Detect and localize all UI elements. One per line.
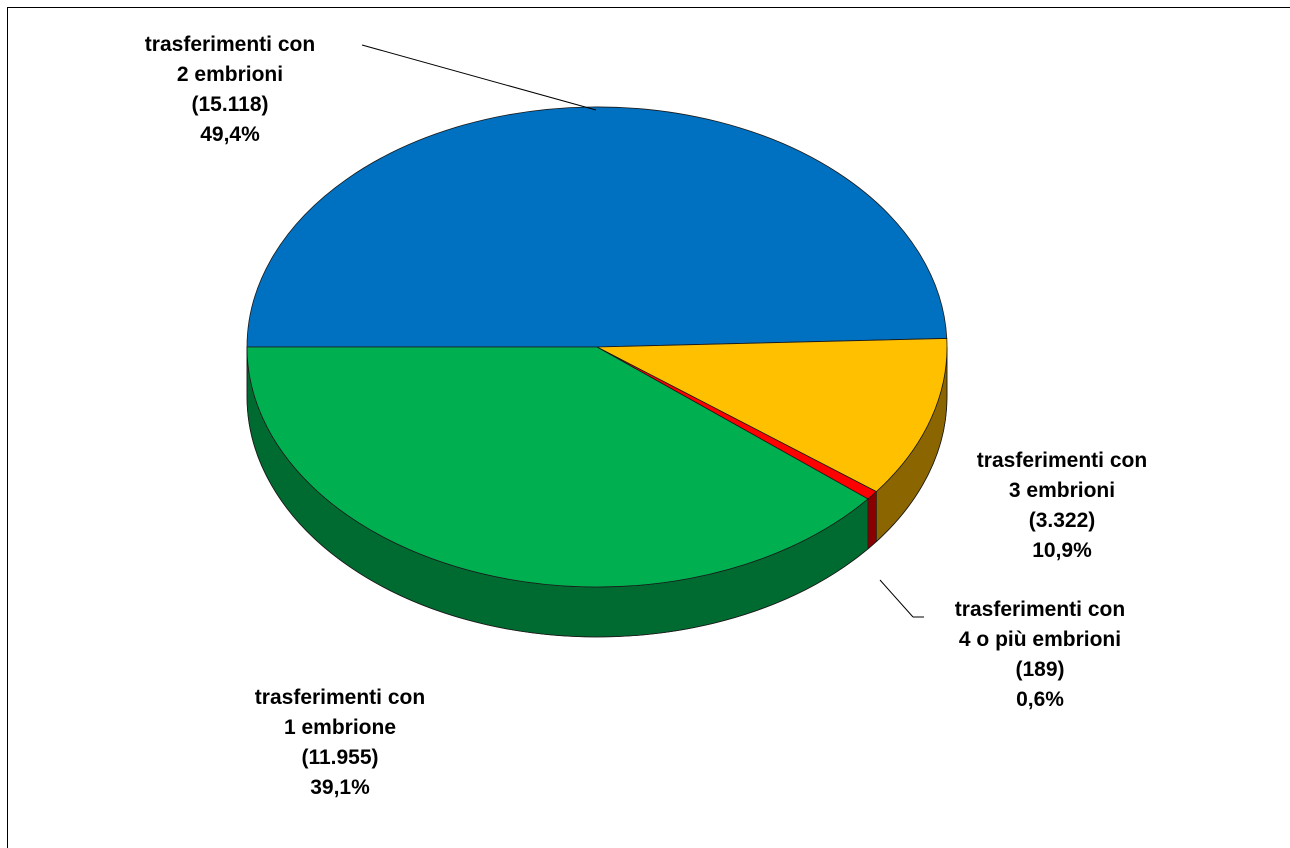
label-3-embrioni-percent: 10,9% bbox=[1032, 539, 1092, 562]
label-4-embrioni-line2: 4 o più embrioni bbox=[958, 628, 1122, 651]
leader-line-2-embrioni bbox=[361, 44, 597, 111]
label-1-embrione: trasferimenti con 1 embrione (11.955) 39… bbox=[210, 683, 470, 803]
label-2-embrioni-line2: 2 embrioni bbox=[176, 63, 284, 86]
pie-slice-2-embrioni bbox=[246, 106, 948, 348]
label-1-embrione-line2: 1 embrione bbox=[283, 716, 397, 739]
label-1-embrione-line1: trasferimenti con bbox=[254, 686, 426, 709]
chart-frame bbox=[7, 7, 1290, 848]
leader-line-4-embrioni bbox=[879, 579, 914, 618]
leader-lines bbox=[361, 44, 924, 618]
label-1-embrione-count: (11.955) bbox=[301, 746, 379, 769]
label-2-embrioni-line1: trasferimenti con bbox=[144, 33, 316, 56]
label-3-embrioni-line2: 3 embrioni bbox=[1008, 479, 1116, 502]
label-3-embrioni: trasferimenti con 3 embrioni (3.322) 10,… bbox=[932, 446, 1192, 566]
label-2-embrioni-count: (15.118) bbox=[191, 93, 269, 116]
label-4-embrioni-percent: 0,6% bbox=[1016, 688, 1064, 711]
label-4-embrioni-line1: trasferimenti con bbox=[954, 598, 1126, 621]
label-2-embrioni: trasferimenti con 2 embrioni (15.118) 49… bbox=[100, 30, 360, 150]
label-3-embrioni-count: (3.322) bbox=[1028, 509, 1096, 532]
label-2-embrioni-percent: 49,4% bbox=[200, 123, 260, 146]
pie-side-4-embrioni bbox=[867, 490, 877, 550]
pie-top-slices bbox=[246, 106, 948, 588]
pie-slice-1-embrione bbox=[246, 346, 869, 588]
label-1-embrione-percent: 39,1% bbox=[310, 776, 370, 799]
label-3-embrioni-line1: trasferimenti con bbox=[976, 449, 1148, 472]
label-4-embrioni-count: (189) bbox=[1015, 658, 1065, 681]
pie-rim bbox=[246, 347, 948, 638]
label-4-embrioni: trasferimenti con 4 o più embrioni (189)… bbox=[910, 595, 1170, 715]
pie-slice-3-embrioni bbox=[596, 338, 948, 493]
